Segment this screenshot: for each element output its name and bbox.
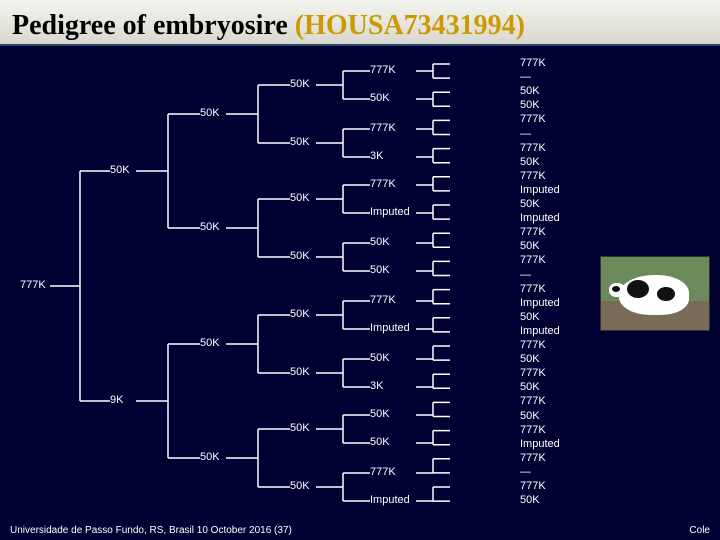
gen6-label: Imputed bbox=[520, 184, 560, 196]
gen4-label: 50K bbox=[290, 250, 310, 262]
gen6-label: 777K bbox=[520, 57, 546, 69]
gen6-label: 50K bbox=[520, 353, 540, 365]
gen6-label: — bbox=[520, 269, 531, 281]
gen5-label: Imputed bbox=[370, 322, 410, 334]
gen6-label: Imputed bbox=[520, 212, 560, 224]
gen6-label: Imputed bbox=[520, 297, 560, 309]
footer: Universidade de Passo Fundo, RS, Brasil … bbox=[10, 525, 710, 536]
gen6-label: 777K bbox=[520, 452, 546, 464]
gen6-label: — bbox=[520, 71, 531, 83]
title-prefix: Pedigree of embryosire bbox=[12, 10, 295, 41]
gen6-label: 777K bbox=[520, 395, 546, 407]
gen6-label: 777K bbox=[520, 113, 546, 125]
cow-photo bbox=[600, 256, 710, 331]
gen5-label: 777K bbox=[370, 294, 396, 306]
gen6-label: 777K bbox=[520, 254, 546, 266]
gen3-label: 50K bbox=[200, 337, 220, 349]
gen6-label: Imputed bbox=[520, 438, 560, 450]
gen5-label: 50K bbox=[370, 92, 390, 104]
gen5-label: 777K bbox=[370, 178, 396, 190]
gen6-label: 50K bbox=[520, 85, 540, 97]
gen6-label: 777K bbox=[520, 424, 546, 436]
gen4-label: 50K bbox=[290, 422, 310, 434]
gen4-label: 50K bbox=[290, 78, 310, 90]
gen6-label: 50K bbox=[520, 311, 540, 323]
pedigree-diagram: 777K 50K 9K 50K 50K 50K 50K 50K 50K 50K 50K 50K 50K 5… bbox=[0, 56, 720, 518]
gen5-label: 777K bbox=[370, 64, 396, 76]
gen4-label: 50K bbox=[290, 136, 310, 148]
cow-body bbox=[619, 275, 689, 315]
gen3-label: 50K bbox=[200, 107, 220, 119]
gen3-label: 50K bbox=[200, 451, 220, 463]
gen1-label: 777K bbox=[20, 279, 46, 291]
gen6-label: 50K bbox=[520, 240, 540, 252]
gen6-label: — bbox=[520, 466, 531, 478]
gen6-label: Imputed bbox=[520, 325, 560, 337]
gen4-label: 50K bbox=[290, 480, 310, 492]
gen5-label: 777K bbox=[370, 122, 396, 134]
gen6-label: 777K bbox=[520, 480, 546, 492]
gen6-label: 50K bbox=[520, 494, 540, 506]
gen5-label: 50K bbox=[370, 236, 390, 248]
gen6-label: 777K bbox=[520, 283, 546, 295]
gen6-label: 777K bbox=[520, 339, 546, 351]
gen5-label: Imputed bbox=[370, 494, 410, 506]
gen6-label: 50K bbox=[520, 156, 540, 168]
footer-left: Universidade de Passo Fundo, RS, Brasil … bbox=[10, 525, 292, 536]
gen6-label: 50K bbox=[520, 198, 540, 210]
footer-right: Cole bbox=[689, 525, 710, 536]
gen5-label: 777K bbox=[370, 466, 396, 478]
gen6-label: 777K bbox=[520, 170, 546, 182]
gen6-label: 50K bbox=[520, 410, 540, 422]
title-bar: Pedigree of embryosire (HOUSA73431994) bbox=[0, 0, 720, 46]
gen5-label: 50K bbox=[370, 408, 390, 420]
gen3-label: 50K bbox=[200, 221, 220, 233]
gen6-label: 777K bbox=[520, 142, 546, 154]
gen4-label: 50K bbox=[290, 192, 310, 204]
gen4-label: 50K bbox=[290, 366, 310, 378]
gen5-label: 50K bbox=[370, 352, 390, 364]
gen6-label: 777K bbox=[520, 226, 546, 238]
gen5-label: Imputed bbox=[370, 206, 410, 218]
gen6-label: 777K bbox=[520, 367, 546, 379]
gen6-label: 50K bbox=[520, 99, 540, 111]
gen2-label: 50K bbox=[110, 164, 130, 176]
gen5-label: 3K bbox=[370, 150, 383, 162]
gen4-label: 50K bbox=[290, 308, 310, 320]
gen5-label: 50K bbox=[370, 436, 390, 448]
gen5-label: 3K bbox=[370, 380, 383, 392]
page-title: Pedigree of embryosire (HOUSA73431994) bbox=[0, 0, 720, 44]
gen5-label: 50K bbox=[370, 264, 390, 276]
gen2-label: 9K bbox=[110, 394, 123, 406]
title-highlight: (HOUSA73431994) bbox=[295, 10, 525, 41]
gen6-label: — bbox=[520, 128, 531, 140]
gen6-label: 50K bbox=[520, 381, 540, 393]
